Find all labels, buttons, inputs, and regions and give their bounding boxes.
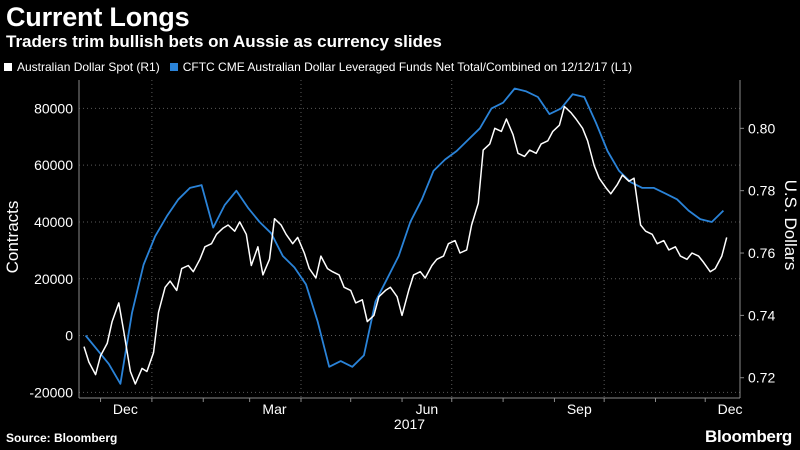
x-tick-label: Mar <box>262 401 286 417</box>
right-axis-ticks: 0.72 0.74 0.76 0.78 0.80 <box>740 120 775 386</box>
right-tick-label: 0.80 <box>748 120 775 136</box>
legend-swatch-aud-spot <box>4 63 12 71</box>
left-tick-label: 80000 <box>34 100 73 116</box>
left-tick-label: 40000 <box>34 214 73 230</box>
source-note: Source: Bloomberg <box>6 431 118 445</box>
x-tick-label: Jun <box>416 401 439 417</box>
legend-item-cftc: CFTC CME Australian Dollar Leveraged Fun… <box>169 59 633 75</box>
left-tick-label: -20000 <box>29 384 73 400</box>
legend-swatch-cftc <box>169 63 178 71</box>
left-axis-ticks: -20000 0 20000 40000 60000 80000 <box>29 100 73 400</box>
grid-lines <box>79 80 740 398</box>
left-axis-title: Contracts <box>3 201 22 274</box>
left-tick-label: 0 <box>65 328 73 344</box>
left-tick-label: 60000 <box>34 157 73 173</box>
left-tick-label: 20000 <box>34 271 73 287</box>
x-axis-ticks: Dec Mar Jun Sep Dec <box>100 398 743 417</box>
x-tick-label: Dec <box>718 401 743 417</box>
legend-label-cftc: CFTC CME Australian Dollar Leveraged Fun… <box>182 60 633 74</box>
chart-title: Current Longs <box>6 2 190 32</box>
x-tick-label: Dec <box>113 401 138 417</box>
x-tick-label: Sep <box>567 401 592 417</box>
legend: Australian Dollar Spot (R1) CFTC CME Aus… <box>4 59 642 75</box>
series-layer <box>83 87 728 385</box>
right-tick-label: 0.76 <box>748 245 775 261</box>
right-axis-title: U.S. Dollars <box>781 180 800 271</box>
series-line-cftc-net <box>84 87 725 385</box>
bloomberg-logo: Bloomberg <box>704 427 792 446</box>
x-year-label: 2017 <box>394 416 425 432</box>
right-tick-label: 0.72 <box>748 370 775 386</box>
legend-label-aud-spot: Australian Dollar Spot (R1) <box>17 60 160 74</box>
right-tick-label: 0.78 <box>748 183 775 199</box>
right-tick-label: 0.74 <box>748 307 775 323</box>
legend-item-aud-spot: Australian Dollar Spot (R1) <box>4 59 160 75</box>
series-line-aud-spot <box>83 105 728 385</box>
chart-subtitle: Traders trim bullish bets on Aussie as c… <box>6 32 442 51</box>
